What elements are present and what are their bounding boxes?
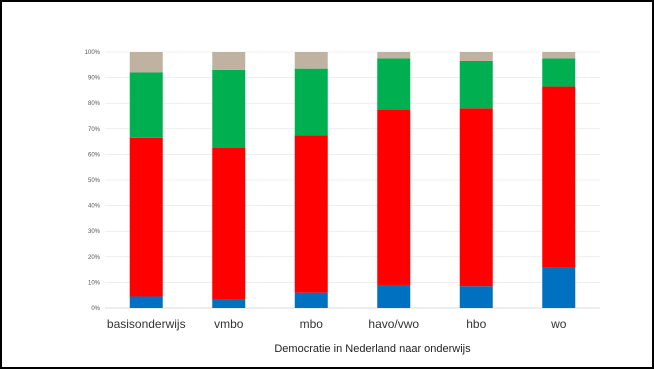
bar-segment <box>377 109 411 285</box>
bar-segment <box>459 52 493 61</box>
bar-segment <box>377 58 411 110</box>
category-labels: basisonderwijs vmbo mbo havo/vwo hbo wo <box>107 317 567 331</box>
bar-segment <box>377 284 411 308</box>
bar-segment <box>542 267 576 308</box>
category-label: basisonderwijs <box>107 317 186 331</box>
bar-segment <box>129 72 163 138</box>
bar-segment <box>294 292 328 308</box>
y-tick-label: 100% <box>85 50 101 56</box>
category-label: havo/vwo <box>368 317 419 331</box>
y-tick-label: 80% <box>88 101 101 107</box>
bar-segment <box>212 52 246 70</box>
bar-segment <box>459 286 493 308</box>
y-tick-label: 40% <box>88 204 101 210</box>
bar-segment <box>542 86 576 268</box>
bar-segment <box>294 52 328 69</box>
category-label: hbo <box>466 317 486 331</box>
y-tick-label: 10% <box>88 280 101 286</box>
bar-segment <box>129 52 163 73</box>
bar-segment <box>459 60 493 109</box>
x-axis-title: Democratie in Nederland naar onderwijs <box>274 343 471 355</box>
bar-segment <box>294 135 328 293</box>
bar-segment <box>129 296 163 308</box>
bar-segment <box>212 148 246 300</box>
y-tick-label: 70% <box>88 127 101 133</box>
y-tick-label: 30% <box>88 229 101 235</box>
category-label: wo <box>550 317 567 331</box>
category-label: mbo <box>300 317 324 331</box>
y-tick-label: 20% <box>88 255 101 261</box>
gridlines <box>105 51 600 309</box>
bar-segment <box>212 299 246 308</box>
bar-segment <box>459 108 493 287</box>
y-tick-labels: 0% 10% 20% 30% 40% 50% 60% 70% 80% 90% 100% <box>85 50 101 312</box>
y-tick-label: 50% <box>88 178 101 184</box>
bar-segment <box>129 137 163 297</box>
bar-segment <box>294 68 328 136</box>
bar-segment <box>542 58 576 87</box>
y-tick-label: 60% <box>88 152 101 158</box>
bar-segment <box>377 52 411 59</box>
bars <box>129 52 576 308</box>
category-label: vmbo <box>214 317 244 331</box>
y-tick-label: 0% <box>91 306 100 312</box>
bar-segment <box>542 52 576 59</box>
bar-segment <box>212 69 246 148</box>
y-tick-label: 90% <box>88 76 101 82</box>
